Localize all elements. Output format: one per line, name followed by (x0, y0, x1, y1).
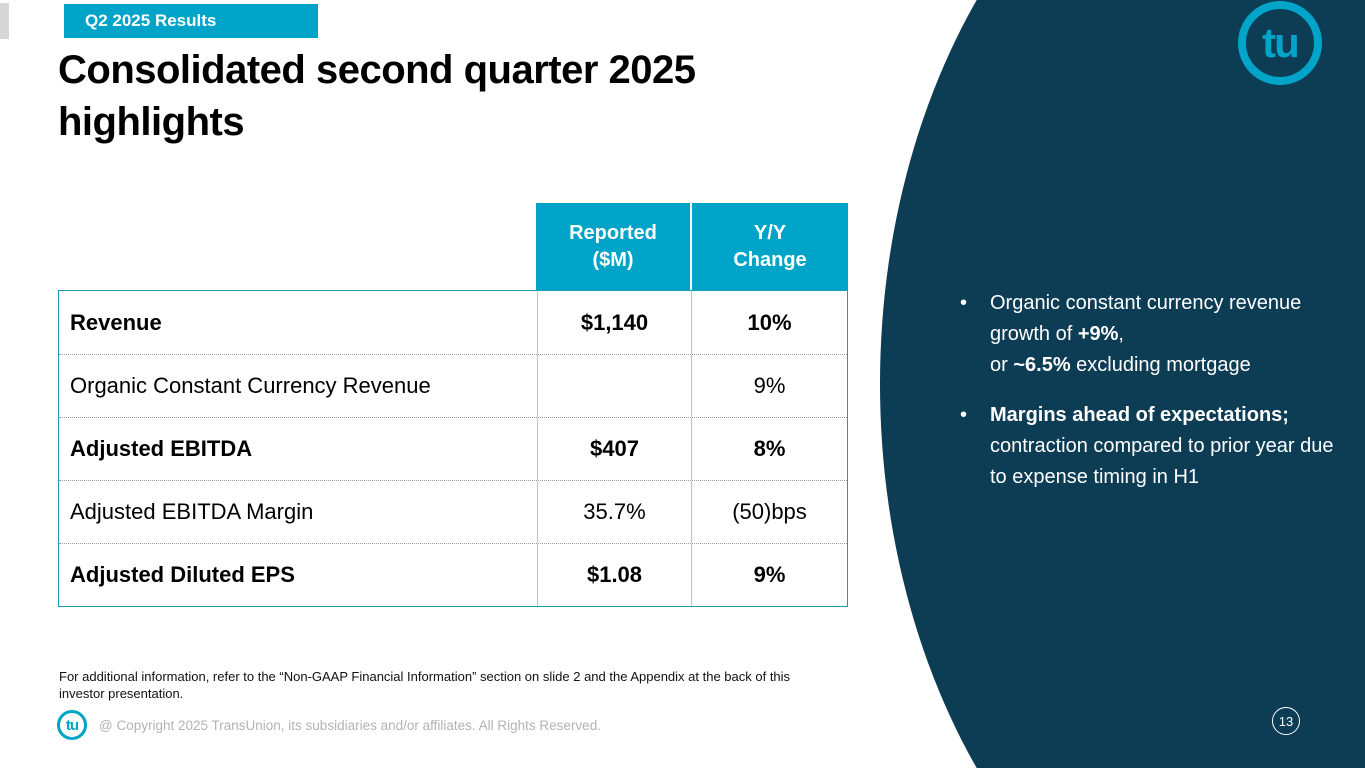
cell-change: 10% (691, 291, 847, 354)
copyright-bar: tu @ Copyright 2025 TransUnion, its subs… (57, 710, 601, 740)
bullet-item-organic-growth: • Organic constant currency revenue grow… (960, 288, 1354, 381)
row-label: Adjusted EBITDA (70, 436, 253, 461)
footnote: For additional information, refer to the… (59, 669, 791, 701)
table-row-organic-cc-revenue: Organic Constant Currency Revenue 9% (59, 354, 847, 417)
col-header-reported: Reported ($M) (536, 203, 690, 290)
bullet-text: Margins ahead of expectations; contracti… (990, 400, 1354, 493)
table-row-adjusted-ebitda-margin: Adjusted EBITDA Margin 35.7% (50)bps (59, 480, 847, 543)
page-number: 13 (1278, 713, 1294, 729)
left-edge-accent (0, 3, 9, 39)
bullet-text-part-bold: Margins ahead of expectations; (990, 404, 1289, 426)
row-label: Revenue (70, 309, 162, 335)
row-label: Adjusted EBITDA Margin (70, 499, 314, 524)
cell-change: 9% (691, 355, 847, 417)
table-row-revenue: Revenue $1,140 10% (59, 291, 847, 354)
bullet-marker: • (960, 292, 968, 314)
bullet-text-part: excluding mortgage (1070, 354, 1251, 376)
bullet-text-part-bold: +9% (1077, 323, 1119, 345)
copyright-text: @ Copyright 2025 TransUnion, its subsidi… (99, 717, 601, 733)
table-header-row: Reported ($M) Y/Y Change (536, 203, 848, 290)
highlights-bullet-list: • Organic constant currency revenue grow… (960, 288, 1354, 512)
financial-table: Reported ($M) Y/Y Change Revenue $1,140 … (58, 203, 848, 607)
cell-reported: $407 (537, 418, 691, 480)
cell-change: 9% (691, 544, 847, 606)
bullet-text: Organic constant currency revenue growth… (990, 288, 1354, 381)
right-curved-panel (880, 0, 1365, 768)
bullet-marker: • (960, 404, 968, 426)
slide-badge: Q2 2025 Results (64, 4, 318, 38)
transunion-logo-icon: tu (57, 710, 87, 740)
transunion-logo-text: tu (1262, 19, 1300, 66)
table-body: Revenue $1,140 10% Organic Constant Curr… (58, 290, 848, 607)
cell-reported: $1.08 (537, 544, 691, 606)
row-label: Adjusted Diluted EPS (70, 562, 295, 587)
cell-change: 8% (691, 418, 847, 480)
page-title: Consolidated second quarter 2025 highlig… (58, 48, 696, 144)
transunion-logo-text: tu (65, 716, 79, 734)
bullet-text-part: , or (990, 323, 1124, 376)
cell-reported (537, 355, 691, 417)
cell-reported: 35.7% (537, 481, 691, 543)
bullet-item-margins: • Margins ahead of expectations; contrac… (960, 400, 1354, 493)
cell-reported: $1,140 (537, 291, 691, 354)
bullet-text-part-bold: ~6.5% (1013, 354, 1071, 376)
row-label: Organic Constant Currency Revenue (70, 373, 431, 398)
bullet-text-part: Organic constant currency revenue growth… (990, 292, 1307, 345)
table-row-adjusted-ebitda: Adjusted EBITDA $407 8% (59, 417, 847, 480)
transunion-logo-icon: tu (1238, 1, 1322, 85)
table-row-adjusted-diluted-eps: Adjusted Diluted EPS $1.08 9% (59, 543, 847, 606)
page-number-badge: 13 (1272, 707, 1300, 735)
slide-badge-label: Q2 2025 Results (85, 11, 217, 30)
cell-change: (50)bps (691, 481, 847, 543)
bullet-text-part: contraction compared to prior year due t… (990, 404, 1340, 488)
col-header-yy-change: Y/Y Change (690, 203, 848, 290)
